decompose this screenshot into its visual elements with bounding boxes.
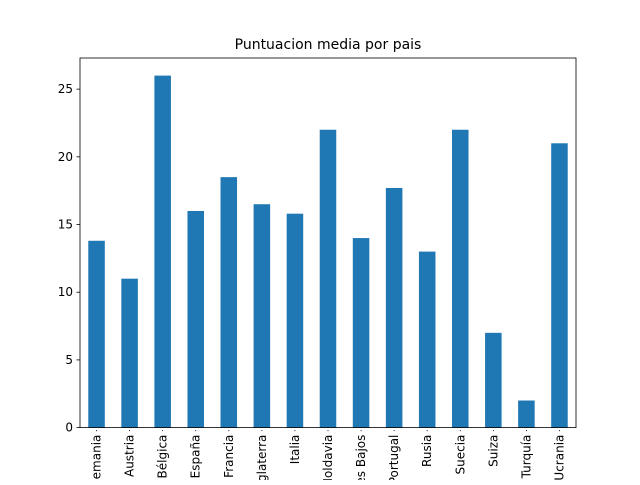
bar-5 [253, 204, 271, 428]
bar-10 [418, 251, 436, 428]
x-tick-label: Moldavia [321, 435, 335, 480]
bar-6 [286, 213, 304, 428]
x-tick-label: Francia [222, 435, 236, 478]
x-tick-label: Bélgica [156, 435, 170, 479]
x-tick-label: Alemania [90, 435, 104, 480]
y-tick-label: 10 [58, 285, 73, 299]
chart-title: Puntuacion media por pais [235, 37, 422, 53]
x-tick-label: Italia [288, 435, 302, 465]
x-tick-label: Inglaterra [255, 435, 269, 480]
bar-4 [220, 177, 238, 428]
x-tick-label: Portugal [387, 435, 401, 480]
bars-layer [88, 75, 568, 428]
x-tick-label: Suecia [453, 435, 467, 475]
x-tick-label: Suiza [486, 435, 500, 467]
bar-11 [452, 129, 469, 428]
x-axis: Alemania Austria Bélgica España Francia Ingla… [90, 430, 566, 480]
x-tick-label: Países Bajos [354, 435, 368, 480]
x-tick-label: Rusia [420, 435, 434, 467]
x-tick-label: Ucrania [552, 435, 566, 480]
bar-13 [518, 400, 535, 428]
plot-frame [79, 57, 577, 429]
y-axis: 0 5 10 15 20 25 [58, 82, 80, 435]
bar-8 [352, 238, 370, 428]
x-tick-label: España [189, 435, 203, 479]
y-tick-label: 5 [65, 353, 73, 367]
y-tick-label: 25 [58, 82, 73, 96]
bar-1 [121, 278, 138, 428]
bar-12 [485, 332, 502, 428]
bar-0 [88, 240, 105, 428]
bar-2 [154, 75, 171, 428]
y-tick-label: 0 [65, 421, 73, 435]
bar-3 [187, 210, 204, 428]
x-tick-label: Austria [123, 435, 137, 477]
y-tick-label: 20 [58, 150, 73, 164]
y-tick-label: 15 [58, 218, 73, 232]
bar-7 [319, 129, 337, 428]
bar-14 [551, 143, 568, 428]
bar-9 [385, 187, 403, 428]
x-tick-label: Turquía [519, 435, 533, 480]
